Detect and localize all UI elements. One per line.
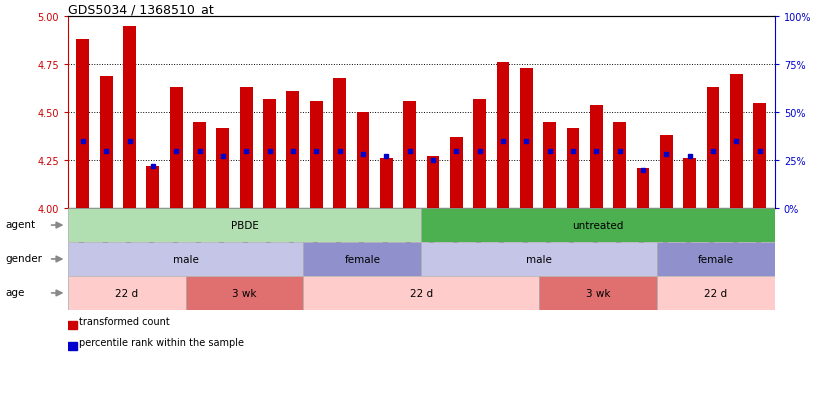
Text: 22 d: 22 d	[410, 288, 433, 298]
Bar	[216, 128, 230, 209]
Text: female: female	[344, 254, 380, 264]
Text: transformed count: transformed count	[78, 316, 169, 326]
Bar	[496, 63, 510, 209]
Bar	[683, 159, 696, 209]
Bar	[186, 276, 303, 310]
Bar	[380, 159, 392, 209]
Bar	[450, 138, 463, 209]
Bar	[421, 209, 775, 242]
Bar	[613, 123, 626, 209]
Bar	[310, 102, 323, 209]
Text: untreated: untreated	[572, 221, 624, 230]
Bar	[660, 136, 672, 209]
Bar	[539, 276, 657, 310]
Bar	[590, 105, 603, 209]
Bar	[77, 40, 89, 209]
Bar	[357, 113, 369, 209]
Bar	[68, 276, 186, 310]
Bar	[421, 242, 657, 276]
Bar	[637, 169, 649, 209]
Bar	[170, 88, 183, 209]
Bar	[520, 69, 533, 209]
Bar	[473, 100, 486, 209]
Bar	[567, 128, 579, 209]
Text: male: male	[526, 254, 552, 264]
Bar	[287, 92, 299, 209]
Bar	[730, 75, 743, 209]
Text: age: age	[6, 287, 25, 297]
Bar	[403, 102, 416, 209]
Bar	[68, 321, 78, 329]
Bar	[68, 209, 421, 242]
Text: male: male	[173, 254, 198, 264]
Bar	[193, 123, 206, 209]
Bar	[426, 157, 439, 209]
Bar	[146, 166, 159, 209]
Text: 3 wk: 3 wk	[232, 288, 257, 298]
Bar	[303, 276, 539, 310]
Bar	[100, 77, 112, 209]
Bar	[753, 103, 766, 209]
Bar	[303, 242, 421, 276]
Bar	[123, 27, 136, 209]
Text: GDS5034 / 1368510_at: GDS5034 / 1368510_at	[68, 3, 213, 16]
Bar	[263, 100, 276, 209]
Bar	[68, 242, 303, 276]
Text: percentile rank within the sample: percentile rank within the sample	[78, 337, 244, 347]
Text: PBDE: PBDE	[230, 221, 259, 230]
Bar	[706, 88, 719, 209]
Bar	[657, 276, 775, 310]
Text: female: female	[698, 254, 733, 264]
Bar	[333, 78, 346, 209]
Text: 3 wk: 3 wk	[586, 288, 610, 298]
Text: gender: gender	[6, 254, 42, 263]
Text: agent: agent	[6, 220, 36, 230]
Bar	[657, 242, 775, 276]
Text: 22 d: 22 d	[705, 288, 728, 298]
Bar	[544, 123, 556, 209]
Bar	[68, 342, 78, 350]
Bar	[240, 88, 253, 209]
Text: 22 d: 22 d	[115, 288, 138, 298]
